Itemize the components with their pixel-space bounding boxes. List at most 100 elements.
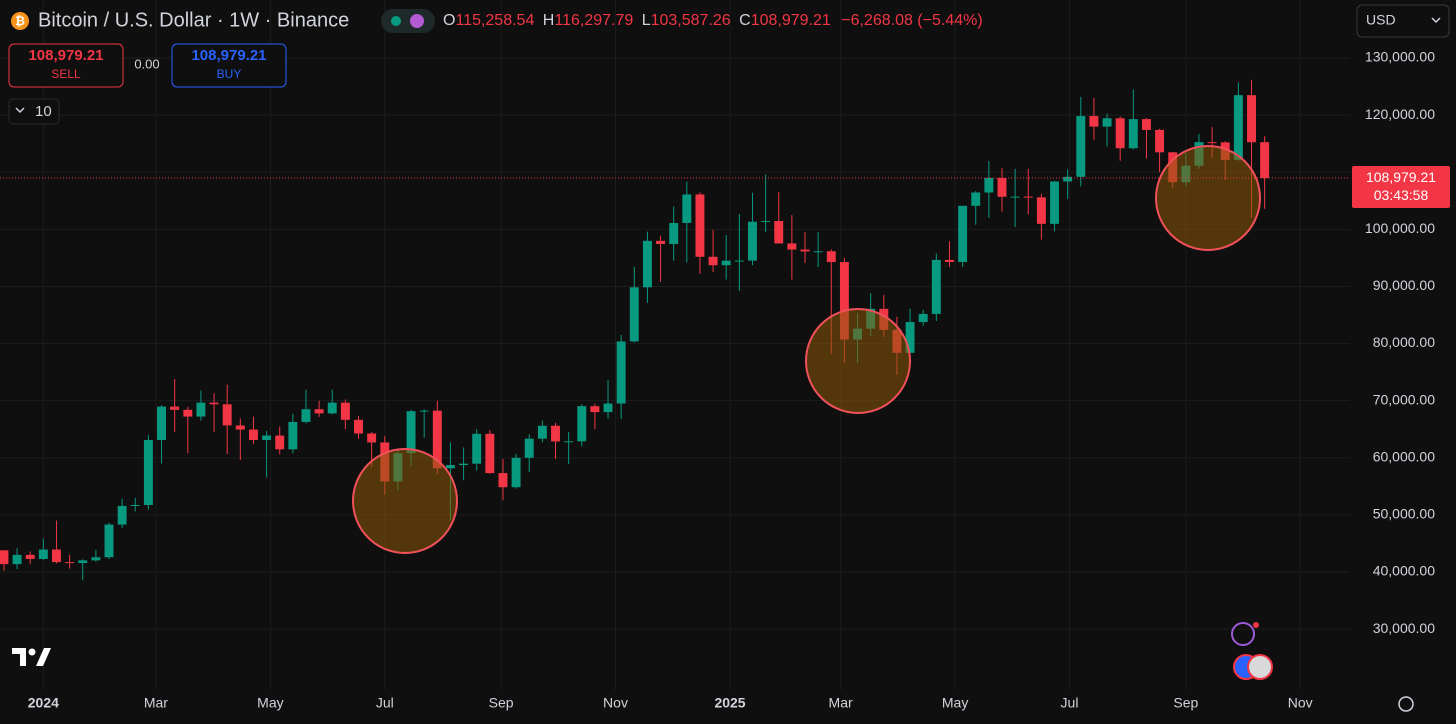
last-price-box xyxy=(1352,166,1450,209)
share-icon xyxy=(410,14,424,28)
candle-body xyxy=(813,251,823,253)
y-tick-label: 50,000.00 xyxy=(1373,506,1435,522)
candle-body xyxy=(1050,181,1059,224)
bitcoin-icon xyxy=(11,12,29,30)
candle-body xyxy=(958,205,968,262)
candle-body xyxy=(603,403,613,413)
candle-body xyxy=(183,409,193,417)
logo-part xyxy=(36,648,51,666)
candle-body xyxy=(65,562,75,564)
candle-body xyxy=(367,433,377,443)
candle-body xyxy=(38,549,48,559)
ohlc-value: 103,587.26 xyxy=(651,12,731,29)
candle-body xyxy=(130,504,140,506)
candle-body xyxy=(931,259,941,314)
candle-body xyxy=(432,410,442,469)
candle-body xyxy=(117,505,127,525)
y-tick-label: 90,000.00 xyxy=(1373,277,1435,293)
candle-body xyxy=(577,406,587,442)
settings-icon[interactable] xyxy=(1398,696,1414,712)
y-tick-label: 60,000.00 xyxy=(1373,448,1435,464)
candle-body xyxy=(157,406,166,440)
currency-button[interactable] xyxy=(1356,4,1450,38)
logo-part xyxy=(28,648,36,656)
y-tick-label: 40,000.00 xyxy=(1373,563,1435,579)
candle-body xyxy=(695,194,705,257)
candle-body xyxy=(629,287,639,342)
candle-body xyxy=(669,222,679,245)
interval-dropdown[interactable] xyxy=(8,98,60,125)
candle-body xyxy=(1076,116,1086,177)
candle-body xyxy=(1010,196,1020,198)
candle-body xyxy=(222,404,232,426)
candle-body xyxy=(616,341,626,404)
candle-body xyxy=(800,249,810,252)
candle-body xyxy=(196,402,206,417)
candle-body xyxy=(826,251,836,263)
ohlc-key: H xyxy=(543,12,555,29)
candle-body xyxy=(143,439,153,505)
alert-dot xyxy=(1253,622,1259,628)
sell-label: SELL xyxy=(51,67,81,81)
sell-button[interactable] xyxy=(8,43,124,88)
candle-body xyxy=(1089,116,1099,127)
candle-body xyxy=(485,433,495,474)
candle-body xyxy=(209,402,219,405)
x-tick-label: Mar xyxy=(144,695,168,711)
candle-body xyxy=(787,243,797,250)
candle-body xyxy=(537,425,547,439)
alert-icon[interactable] xyxy=(1231,622,1255,646)
candle-body xyxy=(288,421,298,450)
ohlc-key: L xyxy=(642,12,651,29)
x-tick-label: Sep xyxy=(489,695,514,711)
buy-label: BUY xyxy=(217,67,242,81)
x-tick-label: Jul xyxy=(1061,695,1079,711)
candle-body xyxy=(52,549,61,563)
candle-body xyxy=(419,410,429,412)
price-change: −6,268.08 (−5.44%) xyxy=(841,12,982,29)
candle-body xyxy=(524,438,534,458)
x-tick-label: Sep xyxy=(1173,695,1198,711)
y-tick-label: 130,000.00 xyxy=(1365,49,1435,65)
candle-body xyxy=(1023,196,1033,198)
candle-body xyxy=(1063,176,1073,182)
candle-body xyxy=(839,262,849,340)
chevron xyxy=(1431,17,1441,24)
grid xyxy=(0,0,1350,690)
trade-panel: 108,979.21 SELL 0.00 108,979.21 BUY 10 xyxy=(8,43,287,125)
candle-body xyxy=(459,463,469,466)
candle-body xyxy=(734,260,744,262)
x-tick-label: Mar xyxy=(829,695,853,711)
status-pill[interactable] xyxy=(381,9,435,33)
event-flag[interactable] xyxy=(1247,654,1273,680)
candle-body xyxy=(498,473,508,488)
x-tick-label: Nov xyxy=(1288,695,1313,711)
candle-body xyxy=(340,402,350,420)
x-tick-label: Jul xyxy=(376,695,394,711)
y-tick-label: 100,000.00 xyxy=(1365,220,1435,236)
candle-body xyxy=(1207,142,1217,144)
symbol-title[interactable]: Bitcoin / U.S. Dollar · 1W · Binance xyxy=(38,9,349,31)
candle-body xyxy=(354,419,363,434)
ohlc-key: O xyxy=(443,12,455,29)
candle-body xyxy=(1115,118,1125,149)
ohlc-values: O115,258.54 H116,297.79 L103,587.26 C108… xyxy=(443,12,983,29)
tv-logo xyxy=(12,648,51,666)
candle-body xyxy=(564,441,574,443)
ohlc-value: 108,979.21 xyxy=(751,12,831,29)
candle-body xyxy=(1102,118,1112,127)
countdown: 03:43:58 xyxy=(1374,187,1429,203)
candle-body xyxy=(472,433,482,464)
y-tick-label: 80,000.00 xyxy=(1373,334,1435,350)
logo-part xyxy=(12,648,26,666)
candle-body xyxy=(1128,119,1138,149)
highlight-circle xyxy=(1155,145,1261,251)
header: ₿ Bitcoin / U.S. Dollar · 1W · Binance O… xyxy=(11,9,983,33)
buy-button[interactable] xyxy=(171,43,287,88)
y-tick-label: 30,000.00 xyxy=(1373,620,1435,636)
candle-body xyxy=(511,457,521,488)
candle-body xyxy=(656,240,666,245)
candle-body xyxy=(721,260,731,266)
